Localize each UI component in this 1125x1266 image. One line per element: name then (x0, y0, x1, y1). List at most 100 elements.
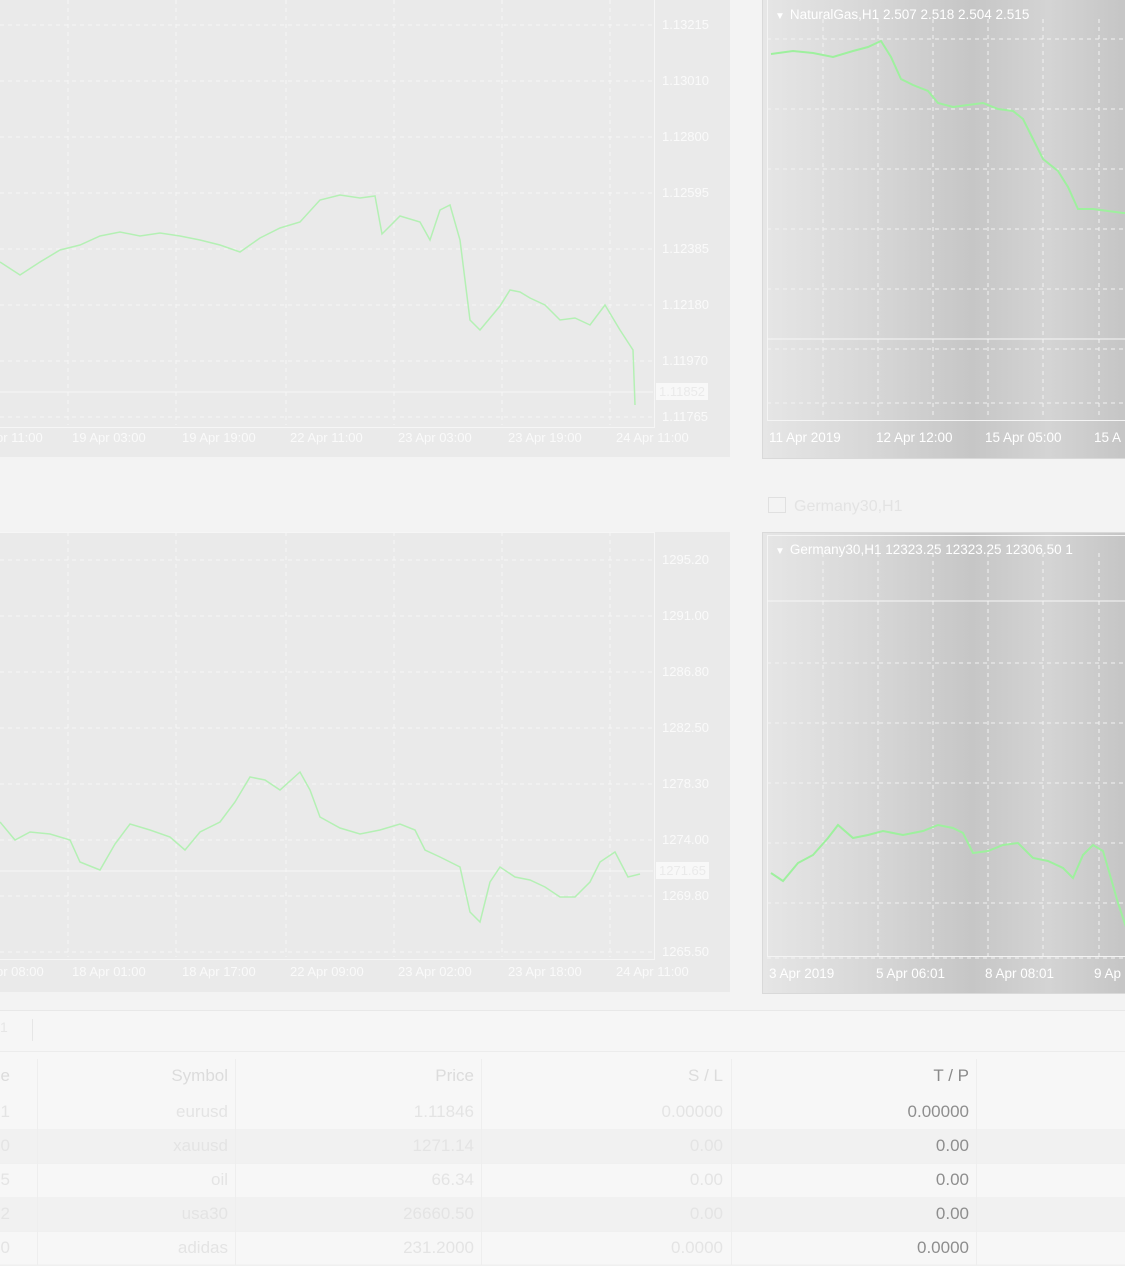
time-axis-label: 23 Apr 02:00 (398, 964, 472, 979)
time-axis-label: 19 Apr 03:00 (72, 430, 146, 445)
time-axis-label: 23 Apr 03:00 (398, 430, 472, 445)
table-cell-sl: 0.00000 (661, 1102, 723, 1121)
time-axis-label: 11 Apr 2019 (769, 430, 841, 445)
time-axis-label: 9 Ap (1094, 966, 1122, 981)
price-axis-label: 1295.20 (662, 552, 709, 567)
column-separator[interactable] (731, 1059, 732, 1265)
table-cell-tp: 0.0000 (917, 1238, 969, 1257)
price-axis-label: 1.11970 (662, 353, 709, 368)
table-cell-c0: 0 (0, 1238, 10, 1257)
plot-area (0, 532, 655, 960)
table-cell-tp: 0.00000 (907, 1102, 969, 1121)
table-cell-symbol: xauusd (173, 1136, 228, 1155)
table-cell-price: 1271.14 (412, 1136, 474, 1155)
table-cell-sl: 0.00 (689, 1136, 723, 1155)
collapse-triangle-icon[interactable]: ▼ (775, 546, 785, 557)
table-cell-c0: 01 (0, 1102, 10, 1121)
terminal-tab[interactable]: 1 (0, 1019, 8, 1035)
column-header[interactable]: Price (435, 1066, 474, 1085)
price-series (0, 194, 636, 406)
window-title-germany30[interactable]: Germany30,H1 (768, 497, 903, 516)
chart-header: ▼ Germany30,H1 12323.25 12323.25 12306.50… (775, 542, 1073, 557)
price-axis-label: 1.13010 (662, 73, 709, 88)
table-cell-price: 66.34 (431, 1170, 474, 1189)
table-cell-symbol: adidas (177, 1238, 228, 1257)
time-axis-label: 22 Apr 09:00 (290, 964, 364, 979)
terminal-tabbar: 1 (0, 1011, 1125, 1052)
price-axis-label: 1.11765 (662, 409, 709, 424)
price-axis-label: 1278.30 (662, 776, 709, 791)
time-axis-label: 24 Apr 11:00 (616, 964, 689, 979)
table-cell-tp: 0.00 (935, 1170, 969, 1189)
price-axis-label: 1.12595 (662, 185, 709, 200)
current-price-tag: 1.11852 (656, 383, 709, 400)
terminal-panel: 1 e Symbol Price S / L T / P 01 eurusd 1.11846 0… (0, 1010, 1125, 1266)
current-price-tag: 1271.65 (656, 862, 709, 879)
time-axis-label: 3 Apr 2019 (769, 966, 835, 981)
time-axis-label: pr 11:00 (0, 430, 43, 445)
table-cell-tp: 0.00 (935, 1204, 969, 1223)
time-axis-label: 8 Apr 08:01 (985, 966, 1055, 981)
table-row[interactable] (0, 1197, 1125, 1232)
column-header[interactable]: T / P (933, 1066, 969, 1085)
chart-ohlc-text: Germany30,H1 12323.25 12323.25 12306.50 … (789, 542, 1073, 557)
window-title-text: Germany30,H1 (794, 498, 903, 515)
time-axis-label: pr 08:00 (0, 964, 44, 979)
price-axis-label: 1265.50 (662, 944, 709, 959)
table-cell-c0: 5 (0, 1170, 10, 1189)
table-cell-price: 26660.50 (403, 1204, 474, 1223)
chart-window-icon (768, 497, 786, 513)
time-axis-label: 22 Apr 11:00 (290, 430, 363, 445)
table-cell-sl: 0.00 (689, 1204, 723, 1223)
chart-ohlc-text: NaturalGas,H1 2.507 2.518 2.504 2.515 (789, 7, 1030, 22)
price-series (770, 39, 1125, 214)
naturalgas-plot (767, 19, 1125, 419)
price-axis-label: 1269.80 (662, 888, 709, 903)
price-series (770, 823, 1125, 928)
chart-window-naturalgas[interactable]: ▼ NaturalGas,H1 2.507 2.518 2.504 2.515 1… (762, 0, 1125, 459)
price-axis-label: 1.13215 (662, 17, 709, 32)
tab-separator (32, 1019, 33, 1041)
price-axis-label: 1291.00 (662, 608, 709, 623)
time-axis-label: 18 Apr 17:00 (182, 964, 256, 979)
chart-divider (0, 470, 1125, 530)
column-separator[interactable] (481, 1059, 482, 1265)
time-axis-label: 18 Apr 01:00 (72, 964, 146, 979)
table-cell-symbol: oil (210, 1170, 228, 1189)
table-cell-c0: 0 (0, 1136, 10, 1155)
table-cell-sl: 0.00 (689, 1170, 723, 1189)
price-axis-label: 1.12385 (662, 241, 709, 256)
collapse-triangle-icon[interactable]: ▼ (775, 11, 785, 22)
germany30-plot (767, 553, 1125, 959)
chart-window-eurusd[interactable]: 1.13215 1.13010 1.12800 1.12595 1.12385 1.121… (0, 0, 730, 457)
table-cell-symbol: usa30 (181, 1204, 228, 1223)
column-separator[interactable] (976, 1059, 977, 1265)
table-cell-sl: 0.0000 (671, 1238, 723, 1257)
time-axis-label: 15 Apr 05:00 (985, 430, 1062, 445)
table-cell-price: 1.11846 (413, 1102, 474, 1121)
column-header[interactable]: e (0, 1066, 10, 1085)
table-cell-symbol: eurusd (176, 1102, 228, 1121)
time-axis-label: 23 Apr 19:00 (508, 430, 582, 445)
table-cell-price: 231.2000 (403, 1238, 474, 1257)
chart-window-xauusd[interactable]: 1295.20 1291.00 1286.80 1282.50 1278.30 1274.… (0, 532, 730, 992)
price-axis-label: 1282.50 (662, 720, 709, 735)
column-header[interactable]: S / L (688, 1066, 723, 1085)
plot-area (767, 535, 1125, 957)
price-axis-label: 1274.00 (662, 832, 709, 847)
price-axis-label: 1286.80 (662, 664, 709, 679)
time-axis-label: 15 A (1094, 430, 1122, 445)
time-axis-label: 12 Apr 12:00 (876, 430, 953, 445)
plot-area (767, 0, 1125, 421)
eurusd-plot (0, 0, 653, 425)
time-axis-label: 5 Apr 06:01 (876, 966, 946, 981)
plot-area (0, 0, 655, 428)
column-separator[interactable] (235, 1059, 236, 1265)
table-row[interactable] (0, 1129, 1125, 1164)
table-cell-tp: 0.00 (935, 1136, 969, 1155)
table-cell-c0: 02 (0, 1204, 10, 1223)
column-header[interactable]: Symbol (171, 1066, 228, 1085)
chart-window-germany30[interactable]: ▼ Germany30,H1 12323.25 12323.25 12306.50… (762, 532, 1125, 994)
column-separator[interactable] (37, 1059, 38, 1265)
price-series (0, 770, 641, 924)
